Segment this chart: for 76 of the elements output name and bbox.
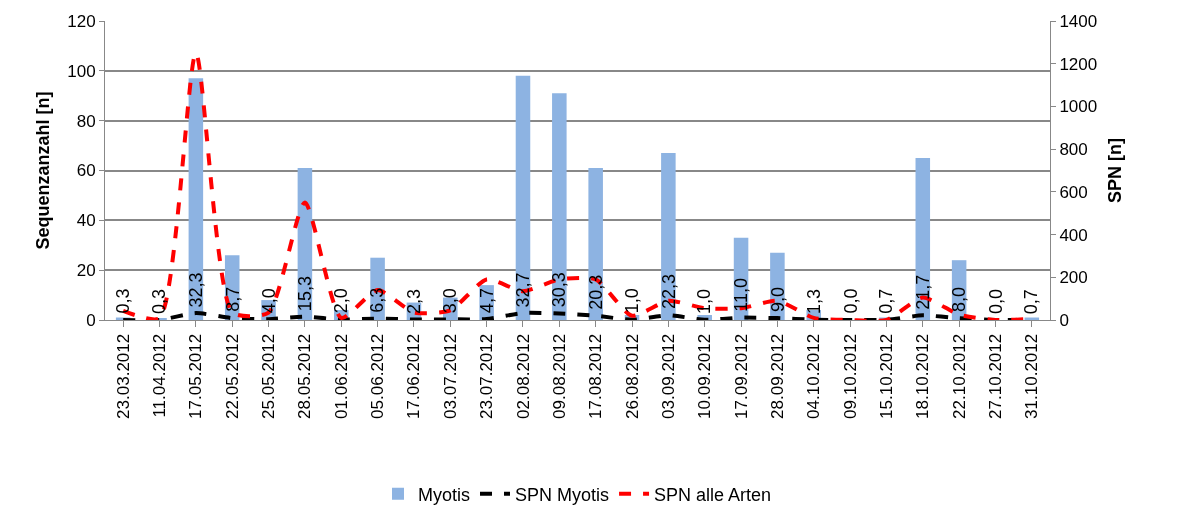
x-tick-label: 28.09.2012 xyxy=(767,333,787,419)
x-tick-label: 15.10.2012 xyxy=(876,333,896,419)
x-tick-label: 02.08.2012 xyxy=(513,333,533,419)
x-tick-label: 09.08.2012 xyxy=(549,333,569,419)
y-tick-label: 60 xyxy=(76,161,96,181)
x-tick-label: 28.05.2012 xyxy=(295,333,315,419)
x-tick-label: 27.10.2012 xyxy=(986,333,1006,419)
x-tick-label: 23.07.2012 xyxy=(477,333,497,419)
y-tick-label: 40 xyxy=(76,211,96,231)
data-label: 0,7 xyxy=(1021,289,1042,315)
bar xyxy=(515,75,531,320)
data-label: 2,3 xyxy=(403,288,424,314)
data-label: 3,0 xyxy=(440,288,461,314)
x-tick-label: 31.10.2012 xyxy=(1022,333,1042,419)
legend-label: SPN Myotis xyxy=(515,484,610,505)
x-tick-label: 22.05.2012 xyxy=(222,333,242,419)
y-tick-label: 20 xyxy=(76,261,96,281)
data-label: 1,0 xyxy=(621,288,642,314)
y-axis-title: Sequenzanzahl [n] xyxy=(33,91,54,250)
data-label: 2,0 xyxy=(331,288,352,314)
bar xyxy=(552,93,567,320)
x-tick-label: 18.10.2012 xyxy=(913,333,933,419)
x-tick-label: 01.06.2012 xyxy=(331,333,351,419)
data-label: 0,0 xyxy=(985,288,1006,314)
data-label: 22,3 xyxy=(658,274,679,310)
bar xyxy=(661,153,676,320)
y2-axis-title: SPN [n] xyxy=(1105,138,1126,203)
data-label: 21,7 xyxy=(912,274,933,310)
y2-tick-label: 200 xyxy=(1059,268,1088,288)
data-label: 9,0 xyxy=(767,286,788,312)
x-tick-label: 09.10.2012 xyxy=(840,333,860,419)
x-tick-label: 23.03.2012 xyxy=(113,333,133,419)
x-tick-label: 10.09.2012 xyxy=(695,333,715,419)
data-label: 20,3 xyxy=(585,274,606,310)
y2-tick-label: 1200 xyxy=(1059,54,1098,74)
y2-tick-label: 1000 xyxy=(1059,97,1098,117)
legend-label: Myotis xyxy=(418,484,471,505)
data-label: 1,3 xyxy=(803,288,824,314)
x-tick-label: 17.06.2012 xyxy=(404,333,424,419)
bar xyxy=(588,168,603,320)
y2-tick-label: 1400 xyxy=(1059,11,1098,31)
y-tick-label: 100 xyxy=(67,61,96,81)
data-label: 6,3 xyxy=(367,287,388,313)
data-label: 0,3 xyxy=(149,288,170,314)
data-label: 32,3 xyxy=(186,272,207,308)
data-label: 8,0 xyxy=(949,286,970,312)
y-tick-label: 80 xyxy=(76,111,96,131)
data-label: 11,0 xyxy=(731,278,752,312)
y2-tick-label: 0 xyxy=(1059,310,1069,330)
x-tick-label: 04.10.2012 xyxy=(804,333,824,419)
data-label: 4,7 xyxy=(477,288,498,314)
data-label: 15,3 xyxy=(294,276,315,312)
data-label: 32,7 xyxy=(513,272,534,308)
data-label: 1,0 xyxy=(694,288,715,314)
data-label: 8,7 xyxy=(222,286,243,312)
x-tick-label: 22.10.2012 xyxy=(949,333,969,419)
x-tick-label: 03.07.2012 xyxy=(440,333,460,419)
x-tick-label: 26.08.2012 xyxy=(622,333,642,419)
y-tick-label: 0 xyxy=(86,310,96,330)
data-label: 0,0 xyxy=(840,288,861,314)
x-tick-label: 11.04.2012 xyxy=(150,333,170,418)
x-tick-label: 03.09.2012 xyxy=(658,333,678,419)
data-label: 0,7 xyxy=(876,288,897,314)
y-tick-label: 120 xyxy=(67,11,96,31)
y2-tick-label: 800 xyxy=(1059,140,1088,160)
legend-label: SPN alle Arten xyxy=(654,484,772,505)
data-label: 4,0 xyxy=(258,288,279,314)
y2-tick-label: 600 xyxy=(1059,182,1088,202)
data-label: 0,3 xyxy=(112,288,133,314)
x-tick-label: 17.08.2012 xyxy=(586,333,606,419)
y2-tick-label: 400 xyxy=(1059,225,1088,245)
x-tick-label: 05.06.2012 xyxy=(368,333,388,419)
x-tick-label: 17.09.2012 xyxy=(731,333,751,419)
data-label: 30,3 xyxy=(549,272,570,308)
x-tick-label: 17.05.2012 xyxy=(186,333,206,419)
x-tick-label: 25.05.2012 xyxy=(259,333,279,419)
